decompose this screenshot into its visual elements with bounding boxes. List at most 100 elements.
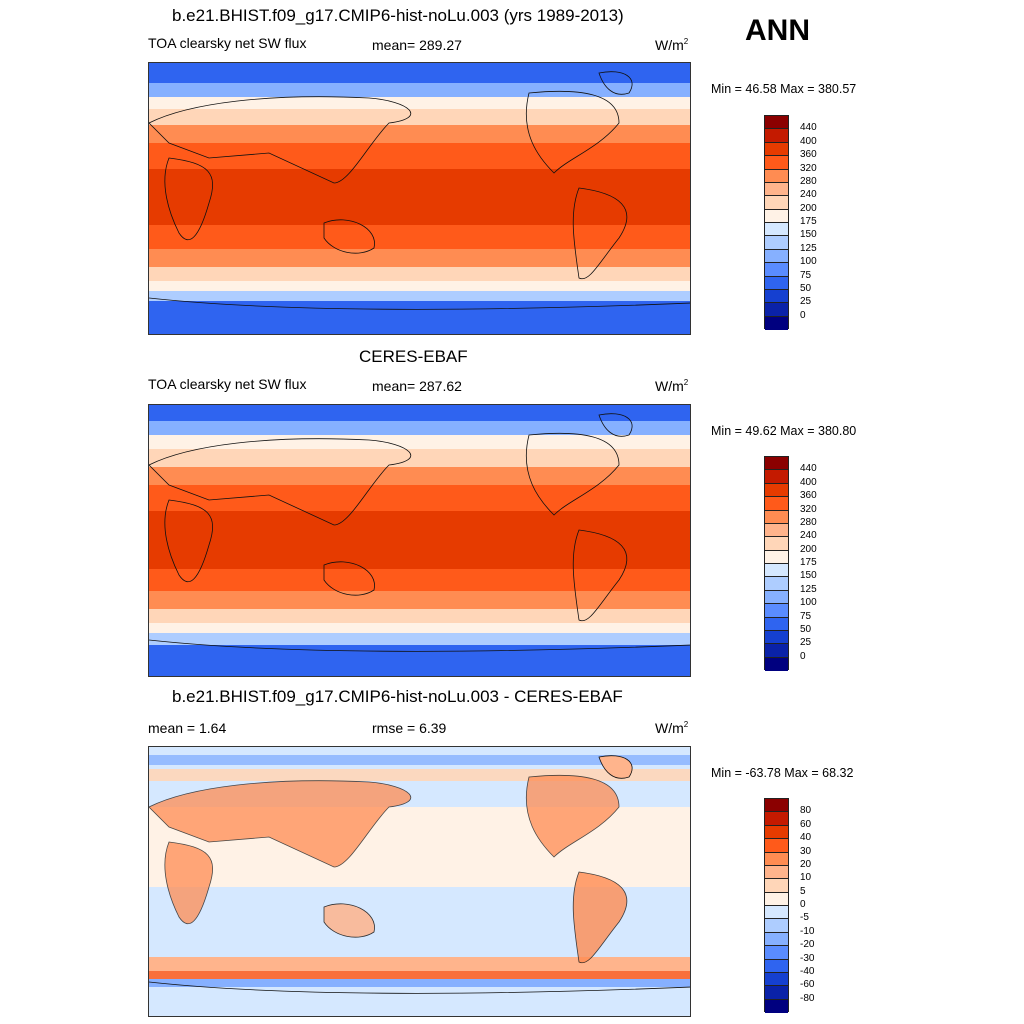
season-label: ANN — [745, 14, 810, 47]
colorbar-segment — [765, 972, 788, 987]
panel2-minmax: Min = 49.62 Max = 380.80 — [711, 424, 857, 438]
colorbar-segment — [765, 182, 788, 197]
colorbar-segment — [765, 839, 788, 853]
colorbar-tick-label: 75 — [800, 269, 812, 281]
colorbar-segment — [765, 116, 788, 130]
colorbar-segment — [765, 457, 788, 471]
colorbar-segment — [765, 550, 788, 564]
colorbar-segment — [765, 129, 788, 143]
panel3-rmse-label: rmse = 6.39 — [372, 720, 447, 736]
colorbar-tick-label: 150 — [800, 570, 817, 582]
colorbar-tick-label: 50 — [800, 282, 812, 294]
panel1-variable-label: TOA clearsky net SW flux — [148, 35, 307, 51]
colorbar-tick-label: 320 — [800, 503, 817, 515]
colorbar-segment — [765, 169, 788, 183]
colorbar-tick-label: 100 — [800, 597, 817, 609]
colorbar-tick-label: -30 — [800, 952, 815, 964]
panel3-colorbar — [764, 798, 789, 1013]
colorbar-tick-label: 175 — [800, 557, 817, 568]
colorbar-segment — [765, 604, 788, 618]
colorbar-segment — [765, 209, 788, 223]
colorbar-segment — [765, 959, 788, 973]
panel2-title: CERES-EBAF — [359, 347, 468, 366]
colorbar-tick-label: 10 — [800, 872, 812, 884]
colorbar-segment — [765, 470, 788, 484]
panel1-unit-label: W/m2 — [655, 37, 689, 53]
colorbar-segment — [765, 223, 788, 237]
colorbar-segment — [765, 590, 788, 605]
colorbar-tick-label: 280 — [800, 175, 817, 187]
colorbar-segment — [765, 263, 788, 277]
colorbar-segment — [765, 577, 788, 591]
colorbar-tick-label: 320 — [800, 162, 817, 174]
colorbar-segment — [765, 879, 788, 893]
colorbar-tick-label: 360 — [800, 490, 817, 502]
colorbar-tick-label: -80 — [800, 992, 815, 1004]
colorbar-segment — [765, 919, 788, 933]
colorbar-tick-label: 125 — [800, 583, 817, 595]
colorbar-segment — [765, 812, 788, 826]
colorbar-tick-label: 360 — [800, 149, 817, 161]
colorbar-segment — [765, 303, 788, 317]
colorbar-segment — [765, 523, 788, 538]
colorbar-tick-label: 80 — [800, 805, 812, 817]
colorbar-tick-label: 60 — [800, 818, 812, 830]
colorbar-segment — [765, 617, 788, 631]
panel1-title: b.e21.BHIST.f09_g17.CMIP6-hist-noLu.003 … — [172, 6, 624, 25]
colorbar-segment — [765, 657, 788, 671]
colorbar-tick-label: 440 — [800, 463, 817, 475]
colorbar-tick-label: 0 — [800, 309, 806, 321]
colorbar-segment — [765, 564, 788, 578]
colorbar-segment — [765, 932, 788, 947]
colorbar-tick-label: 240 — [800, 189, 817, 201]
panel3-minmax: Min = -63.78 Max = 68.32 — [711, 766, 854, 780]
colorbar-tick-label: 0 — [800, 650, 806, 662]
panel1-mean-label: mean= 289.27 — [372, 37, 462, 53]
panel2-mean-label: mean= 287.62 — [372, 378, 462, 394]
colorbar-tick-label: 400 — [800, 476, 817, 488]
panel2-map — [148, 404, 691, 677]
panel2-colorbar — [764, 456, 789, 671]
colorbar-tick-label: -60 — [800, 979, 815, 991]
colorbar-tick-label: 100 — [800, 256, 817, 268]
panel1-colorbar — [764, 115, 789, 330]
colorbar-tick-label: -5 — [800, 912, 809, 924]
colorbar-segment — [765, 249, 788, 264]
colorbar-tick-label: 200 — [800, 202, 817, 214]
colorbar-segment — [765, 497, 788, 511]
colorbar-segment — [765, 289, 788, 304]
colorbar-segment — [765, 946, 788, 960]
panel3-colorbar-segments — [765, 799, 788, 1013]
colorbar-tick-label: 240 — [800, 530, 817, 542]
colorbar-tick-label: 25 — [800, 637, 812, 649]
colorbar-segment — [765, 537, 788, 551]
panel2-unit-label: W/m2 — [655, 378, 689, 394]
colorbar-segment — [765, 906, 788, 920]
colorbar-segment — [765, 852, 788, 866]
colorbar-tick-label: 25 — [800, 296, 812, 308]
colorbar-tick-label: -10 — [800, 925, 815, 937]
colorbar-segment — [765, 825, 788, 840]
panel3-unit-label: W/m2 — [655, 720, 689, 736]
colorbar-tick-label: 75 — [800, 610, 812, 622]
colorbar-segment — [765, 510, 788, 524]
colorbar-segment — [765, 316, 788, 330]
colorbar-segment — [765, 986, 788, 1000]
colorbar-tick-label: 440 — [800, 122, 817, 134]
colorbar-tick-label: 175 — [800, 216, 817, 227]
colorbar-segment — [765, 999, 788, 1013]
panel1-minmax: Min = 46.58 Max = 380.57 — [711, 82, 857, 96]
colorbar-tick-label: 0 — [800, 899, 806, 910]
panel1-colorbar-segments — [765, 116, 788, 330]
panel3-title: b.e21.BHIST.f09_g17.CMIP6-hist-noLu.003 … — [172, 687, 623, 706]
panel3-map — [148, 746, 691, 1017]
panel2-colorbar-segments — [765, 457, 788, 671]
colorbar-tick-label: 280 — [800, 516, 817, 528]
colorbar-tick-label: 20 — [800, 858, 812, 870]
colorbar-segment — [765, 236, 788, 250]
colorbar-segment — [765, 483, 788, 498]
colorbar-tick-label: -40 — [800, 965, 815, 977]
colorbar-segment — [765, 276, 788, 290]
colorbar-segment — [765, 630, 788, 645]
colorbar-segment — [765, 196, 788, 210]
